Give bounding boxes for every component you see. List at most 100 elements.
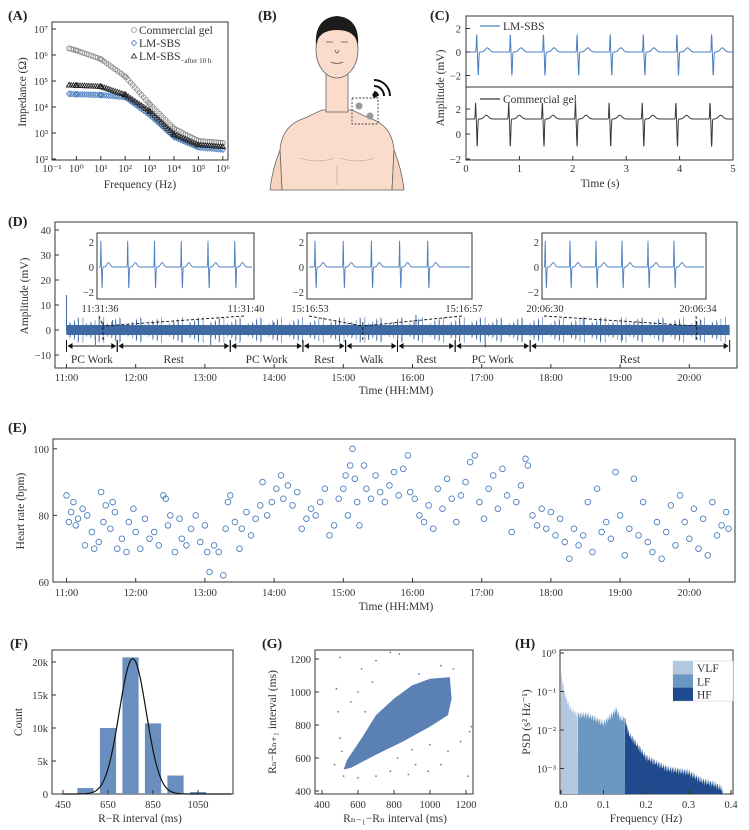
heart-rate-point xyxy=(123,548,130,556)
heart-rate-point xyxy=(658,555,665,562)
panel-label-d: (D) xyxy=(8,215,28,230)
impedance-marker xyxy=(98,91,106,99)
rr-point xyxy=(396,757,399,759)
panel-label-a: (A) xyxy=(8,9,28,24)
y-tick-label: 5k xyxy=(38,757,49,768)
inset-y-tick-label: −2 xyxy=(83,288,94,299)
heart-rate-chart: 60 80 100 11:00 12:00 13:00 14:00 15:00 16:00 17:… xyxy=(33,438,736,613)
y-tick-label: 0 xyxy=(43,790,48,801)
heart-rate-point xyxy=(100,518,107,526)
heart-rate-point xyxy=(146,535,153,542)
x-tick-label: 14:00 xyxy=(262,373,286,384)
y-tick-label: 600 xyxy=(295,754,311,765)
rr-histogram-chart: 450 650 850 1050 0 5k 10k 15k 20k R−R interval (m… xyxy=(32,649,234,825)
rr-point xyxy=(364,710,367,713)
x-tick-label: 15:00 xyxy=(331,373,355,384)
heart-rate-point xyxy=(524,462,532,469)
arrowhead-icon xyxy=(303,343,345,349)
x-tick-label: 10⁴ xyxy=(167,164,182,175)
inset-y-tick-label: 0 xyxy=(299,263,304,274)
x-axis-label: Time (s) xyxy=(581,178,620,190)
y-axis-label: Amplitude (mV) xyxy=(435,49,447,126)
heart-rate-point xyxy=(164,522,172,529)
heart-rate-point xyxy=(547,508,555,516)
x-tick-label: 0.0 xyxy=(554,800,567,811)
x-tick-label: 16:00 xyxy=(401,373,425,384)
legend-marker xyxy=(131,27,137,33)
impedance-marker xyxy=(153,114,161,121)
x-tick-label: 12:00 xyxy=(124,373,148,384)
rr-point xyxy=(375,659,377,662)
panel-label-c: (C) xyxy=(430,9,450,24)
rr-point xyxy=(333,763,336,766)
rr-point xyxy=(389,770,392,773)
inset-ecg-trace xyxy=(543,240,704,289)
legend-swatch xyxy=(673,674,693,688)
impedance-marker xyxy=(151,112,158,119)
heart-rate-point xyxy=(630,475,638,483)
y-tick-label: 10⁻¹ xyxy=(537,688,556,699)
impedance-data-point xyxy=(98,56,104,62)
heart-rate-point xyxy=(176,515,183,522)
rr-point xyxy=(447,750,449,753)
activity-segment-label: PC Work xyxy=(71,354,113,366)
heart-rate-point xyxy=(676,492,684,499)
impedance-marker xyxy=(107,92,114,100)
rr-point xyxy=(407,773,410,776)
heart-rate-point xyxy=(635,532,642,539)
heart-rate-point xyxy=(367,495,375,503)
impedance-data-point xyxy=(122,73,128,80)
electrode-dot xyxy=(355,102,363,110)
plot-frame xyxy=(51,21,229,161)
impedance-marker xyxy=(149,110,156,117)
heart-rate-point xyxy=(197,538,204,546)
panel-label-g: (G) xyxy=(262,637,283,652)
rr-point xyxy=(429,743,431,746)
ecg-trace xyxy=(466,34,733,76)
heart-rate-point xyxy=(236,545,243,552)
human-torso-illustration xyxy=(269,16,405,191)
x-tick-label: 12:00 xyxy=(124,588,148,599)
impedance-data-point xyxy=(73,90,80,98)
rr-point xyxy=(439,763,442,766)
sensor-patch xyxy=(351,97,379,125)
heart-rate-point xyxy=(372,472,379,479)
impedance-marker xyxy=(109,92,117,100)
heart-rate-point xyxy=(667,502,675,509)
heart-rate-point xyxy=(522,455,529,463)
impedance-marker xyxy=(85,91,92,98)
rr-point xyxy=(335,687,338,690)
x-tick-label: 4 xyxy=(677,164,683,175)
heart-rate-point xyxy=(187,525,195,532)
impedance-data-point xyxy=(73,81,80,88)
heart-rate-point xyxy=(344,512,352,519)
heart-rate-point xyxy=(141,515,149,522)
x-axis-label: Rₙ₋₁−Rₙ interval (ms) xyxy=(343,813,447,825)
x-tick-label: 17:00 xyxy=(470,588,494,599)
histogram-bar xyxy=(99,728,117,794)
x-tick-label: 0 xyxy=(463,164,468,175)
heart-rate-point xyxy=(109,498,116,506)
heart-rate-point xyxy=(88,528,96,536)
heart-rate-point xyxy=(130,505,137,512)
left-arm xyxy=(269,149,283,191)
heart-rate-point xyxy=(321,485,329,493)
impedance-marker xyxy=(217,139,224,146)
impedance-data-point xyxy=(170,130,178,137)
inset-end-time: 15:16:57 xyxy=(445,304,482,315)
histogram-bar xyxy=(122,657,139,794)
x-tick-label: 600 xyxy=(350,800,366,811)
heart-rate-point xyxy=(201,522,209,529)
heart-rate-point xyxy=(303,515,310,522)
heart-rate-point xyxy=(342,472,349,479)
hair xyxy=(315,16,359,46)
x-tick-label: 650 xyxy=(100,800,116,811)
heart-rate-point xyxy=(561,538,568,546)
legend-marker xyxy=(130,39,138,47)
y-tick-label: 1200 xyxy=(290,655,311,666)
impedance-marker xyxy=(96,91,103,99)
legend-swatch xyxy=(673,661,693,675)
impedance-marker xyxy=(158,118,165,125)
heart-rate-point xyxy=(593,485,601,493)
inset-y-tick-label: 0 xyxy=(89,263,94,274)
